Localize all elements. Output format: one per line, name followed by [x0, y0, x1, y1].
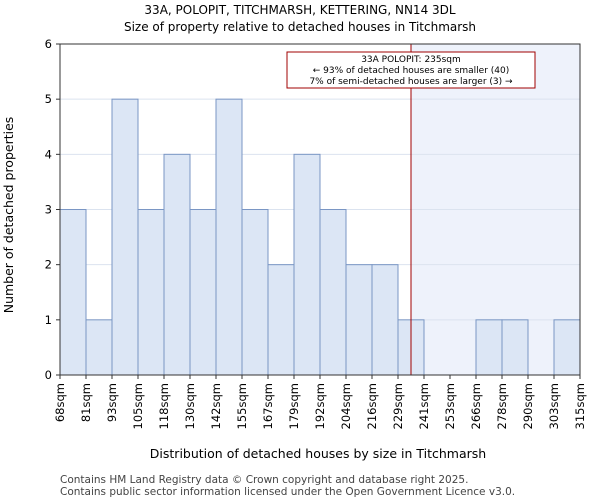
x-tick-label-266sqm: 266sqm — [469, 383, 483, 429]
bar-105sqm — [137, 209, 165, 376]
bar-204sqm — [345, 264, 373, 376]
x-tick-label-290sqm: 290sqm — [521, 383, 535, 429]
x-tick-label-192sqm: 192sqm — [313, 383, 327, 429]
chart-title: 33A, POLOPIT, TITCHMARSH, KETTERING, NN1… — [144, 3, 455, 17]
footer-line1: Contains HM Land Registry data © Crown c… — [60, 474, 468, 486]
y-tick-label: 1 — [45, 313, 52, 327]
x-tick-label-142sqm: 142sqm — [209, 383, 223, 429]
y-ticks: 0 1 2 3 4 5 6 — [45, 37, 60, 382]
x-tick-label-155sqm: 155sqm — [235, 383, 249, 429]
x-tick-label-179sqm: 179sqm — [287, 383, 301, 429]
bar-216sqm — [371, 264, 399, 376]
x-tick-label-167sqm: 167sqm — [261, 383, 275, 429]
bar-179sqm — [293, 153, 321, 376]
bar-278sqm — [501, 319, 529, 376]
bar-192sqm — [319, 209, 347, 376]
x-tick-label-204sqm: 204sqm — [339, 383, 353, 429]
x-tick-label-303sqm: 303sqm — [547, 383, 561, 429]
annotation-box: 33A POLOPIT: 235sqm ← 93% of detached ho… — [286, 51, 536, 89]
chart-subtitle: Size of property relative to detached ho… — [124, 20, 476, 34]
bar-155sqm — [241, 209, 269, 376]
y-tick-label: 2 — [45, 258, 52, 272]
y-tick-label: 5 — [45, 92, 52, 106]
bar-167sqm — [267, 264, 295, 376]
bar-303sqm — [553, 319, 581, 376]
annotation-line3: 7% of semi-detached houses are larger (3… — [309, 77, 513, 87]
x-tick-label-118sqm: 118sqm — [157, 383, 171, 429]
footer-line2: Contains public sector information licen… — [60, 486, 515, 498]
y-tick-label: 6 — [45, 37, 52, 51]
x-tick-label-105sqm: 105sqm — [131, 383, 145, 429]
x-tick-label-241sqm: 241sqm — [417, 383, 431, 429]
annotation-line2: ← 93% of detached houses are smaller (40… — [313, 66, 510, 76]
bar-93sqm — [111, 98, 139, 376]
x-tick-label-278sqm: 278sqm — [495, 383, 509, 429]
y-axis-label: Number of detached properties — [1, 117, 16, 314]
x-tick-label-229sqm: 229sqm — [391, 383, 405, 429]
x-axis-label: Distribution of detached houses by size … — [150, 446, 486, 461]
bar-118sqm — [163, 153, 191, 376]
x-tick-label-253sqm: 253sqm — [443, 383, 457, 429]
bar-81sqm — [85, 319, 113, 376]
x-tick-label-216sqm: 216sqm — [365, 383, 379, 429]
y-tick-label: 3 — [45, 203, 52, 217]
x-ticks: 68sqm 81sqm 93sqm 105sqm 118sqm 130sqm 142sqm 1… — [53, 375, 587, 429]
y-tick-label: 4 — [45, 147, 52, 161]
x-tick-label-130sqm: 130sqm — [183, 383, 197, 429]
y-tick-label: 0 — [45, 368, 52, 382]
x-tick-label-68sqm: 68sqm — [53, 383, 67, 422]
x-tick-label-315sqm: 315sqm — [573, 383, 587, 429]
bar-142sqm — [215, 98, 243, 376]
bar-130sqm — [189, 209, 217, 376]
annotation-line1: 33A POLOPIT: 235sqm — [361, 55, 461, 65]
x-tick-label-93sqm: 93sqm — [105, 383, 119, 422]
bar-266sqm — [475, 319, 503, 376]
bar-68sqm — [59, 209, 87, 376]
x-tick-label-81sqm: 81sqm — [79, 383, 93, 422]
